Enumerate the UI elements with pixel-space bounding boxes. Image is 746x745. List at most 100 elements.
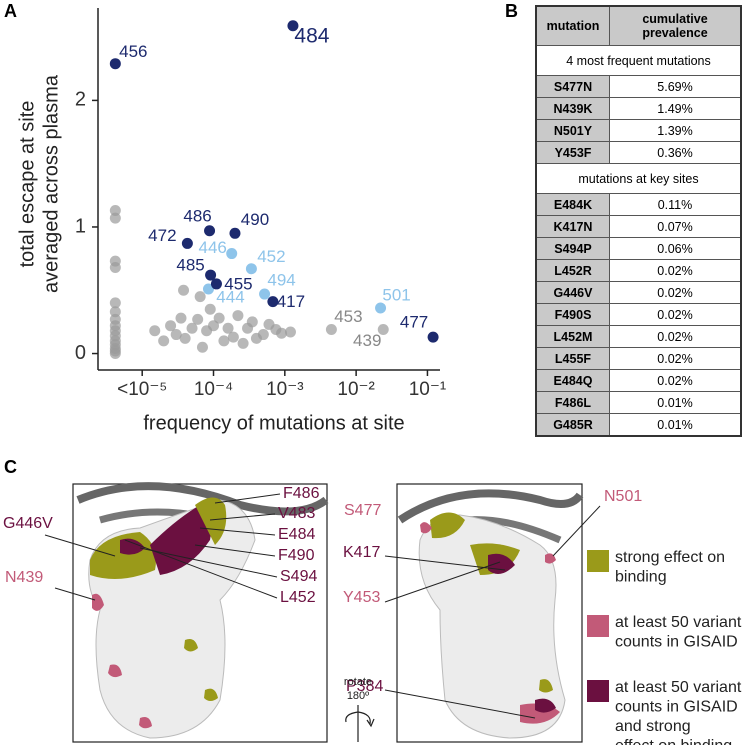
table-cell: 0.02% <box>609 325 742 348</box>
table-cell: 0.11% <box>609 193 742 216</box>
data-point <box>375 302 387 314</box>
table-cell: E484Q <box>535 369 610 392</box>
data-point <box>109 306 121 318</box>
residue-label: K417 <box>343 544 380 561</box>
rotate-icon <box>345 705 375 742</box>
data-point <box>205 269 217 281</box>
structure-left <box>72 482 329 743</box>
table-row: E484Q 0.02% <box>535 369 742 392</box>
data-point <box>165 320 177 332</box>
legend-text: binding <box>615 569 667 586</box>
data-point <box>226 248 238 260</box>
legend-swatch <box>587 615 609 637</box>
legend-text: effect on binding <box>615 738 732 745</box>
leader-lines <box>44 493 601 719</box>
data-point <box>181 237 193 249</box>
table-row: S477N 5.69% <box>535 75 742 98</box>
data-point <box>202 283 214 295</box>
table-cell: L452M <box>535 325 610 348</box>
panel-label: B <box>505 1 518 21</box>
data-point <box>237 337 249 349</box>
panel-label: C <box>4 457 17 477</box>
data-point <box>109 58 121 70</box>
table-cell: 1.49% <box>609 97 742 120</box>
point-label: 486 <box>183 206 211 225</box>
structure-right <box>396 483 584 743</box>
table-cell: G485R <box>535 413 610 437</box>
legend-swatch <box>587 550 609 572</box>
table-row: G446V 0.02% <box>535 281 742 304</box>
point-label: 446 <box>199 238 227 257</box>
residue-label: F486 <box>283 485 320 502</box>
data-point <box>109 212 121 224</box>
residue-label: E484 <box>278 526 315 543</box>
residue-label: V483 <box>278 505 315 522</box>
data-point <box>149 325 161 337</box>
data-point <box>232 310 244 322</box>
legend-text: and strong <box>615 718 691 735</box>
data-point <box>245 263 257 275</box>
panel-label: A <box>4 1 17 21</box>
table-cell: K417N <box>535 215 610 238</box>
data-point <box>287 20 299 32</box>
table-row: E484K 0.11% <box>535 193 742 216</box>
data-point <box>210 278 222 290</box>
table-row: 4 most frequent mutations <box>535 45 742 76</box>
table-cell: mutations at key sites <box>535 163 742 194</box>
data-point <box>267 296 279 308</box>
table-cell: E484K <box>535 193 610 216</box>
x-tick-label: 10⁻⁴ <box>194 379 233 400</box>
table-cell: 1.39% <box>609 119 742 142</box>
point-label: 452 <box>257 247 285 266</box>
table-cell: 4 most frequent mutations <box>535 45 742 76</box>
table-cell: 0.01% <box>609 413 742 437</box>
residue-label: N501 <box>604 488 642 505</box>
data-point <box>109 205 121 217</box>
x-tick-label: <10⁻⁵ <box>117 379 167 400</box>
legend-text: at least 50 variant <box>615 679 742 696</box>
table-cell: 0.36% <box>609 141 742 164</box>
table-row: G485R 0.01% <box>535 413 742 437</box>
table-row: F490S 0.02% <box>535 303 742 326</box>
y-tick-label: 0 <box>75 342 86 364</box>
table-row: K417N 0.07% <box>535 215 742 238</box>
data-point <box>109 261 121 273</box>
point-label: 456 <box>119 42 147 61</box>
data-point <box>227 331 239 343</box>
table-row: L452M 0.02% <box>535 325 742 348</box>
x-axis-label: frequency of mutations at site <box>143 412 404 434</box>
data-point <box>179 332 191 344</box>
table-cell: G446V <box>535 281 610 304</box>
data-point <box>213 312 225 324</box>
table-cell: N439K <box>535 97 610 120</box>
legend-text: counts in GISAID <box>615 634 738 651</box>
residue-label: P384 <box>346 678 383 695</box>
point-label: 477 <box>400 313 428 332</box>
table-row: L452R 0.02% <box>535 259 742 282</box>
table-cell: Y453F <box>535 141 610 164</box>
table-cell: 0.06% <box>609 237 742 260</box>
data-point <box>276 327 288 339</box>
data-point <box>222 322 234 334</box>
point-label: 501 <box>382 285 410 304</box>
legend-text: strong effect on <box>615 549 725 566</box>
y-tick-label: 2 <box>75 89 86 111</box>
legend-text: at least 50 variant <box>615 614 742 631</box>
point-label: 417 <box>277 292 305 311</box>
residue-label: N439 <box>5 569 43 586</box>
data-point <box>208 320 220 332</box>
x-tick-label: 10⁻³ <box>266 379 304 400</box>
table-cell: 0.02% <box>609 281 742 304</box>
data-point <box>229 227 241 239</box>
data-point <box>284 326 296 338</box>
residue-label: L452 <box>280 589 316 606</box>
legend-text: counts in GISAID <box>615 699 738 716</box>
table-row: N501Y 1.39% <box>535 119 742 142</box>
table-cell: 0.02% <box>609 369 742 392</box>
table-row: N439K 1.49% <box>535 97 742 120</box>
data-point <box>246 316 258 328</box>
table-row: mutation cumulative prevalence <box>535 5 742 46</box>
table-cell: S494P <box>535 237 610 260</box>
